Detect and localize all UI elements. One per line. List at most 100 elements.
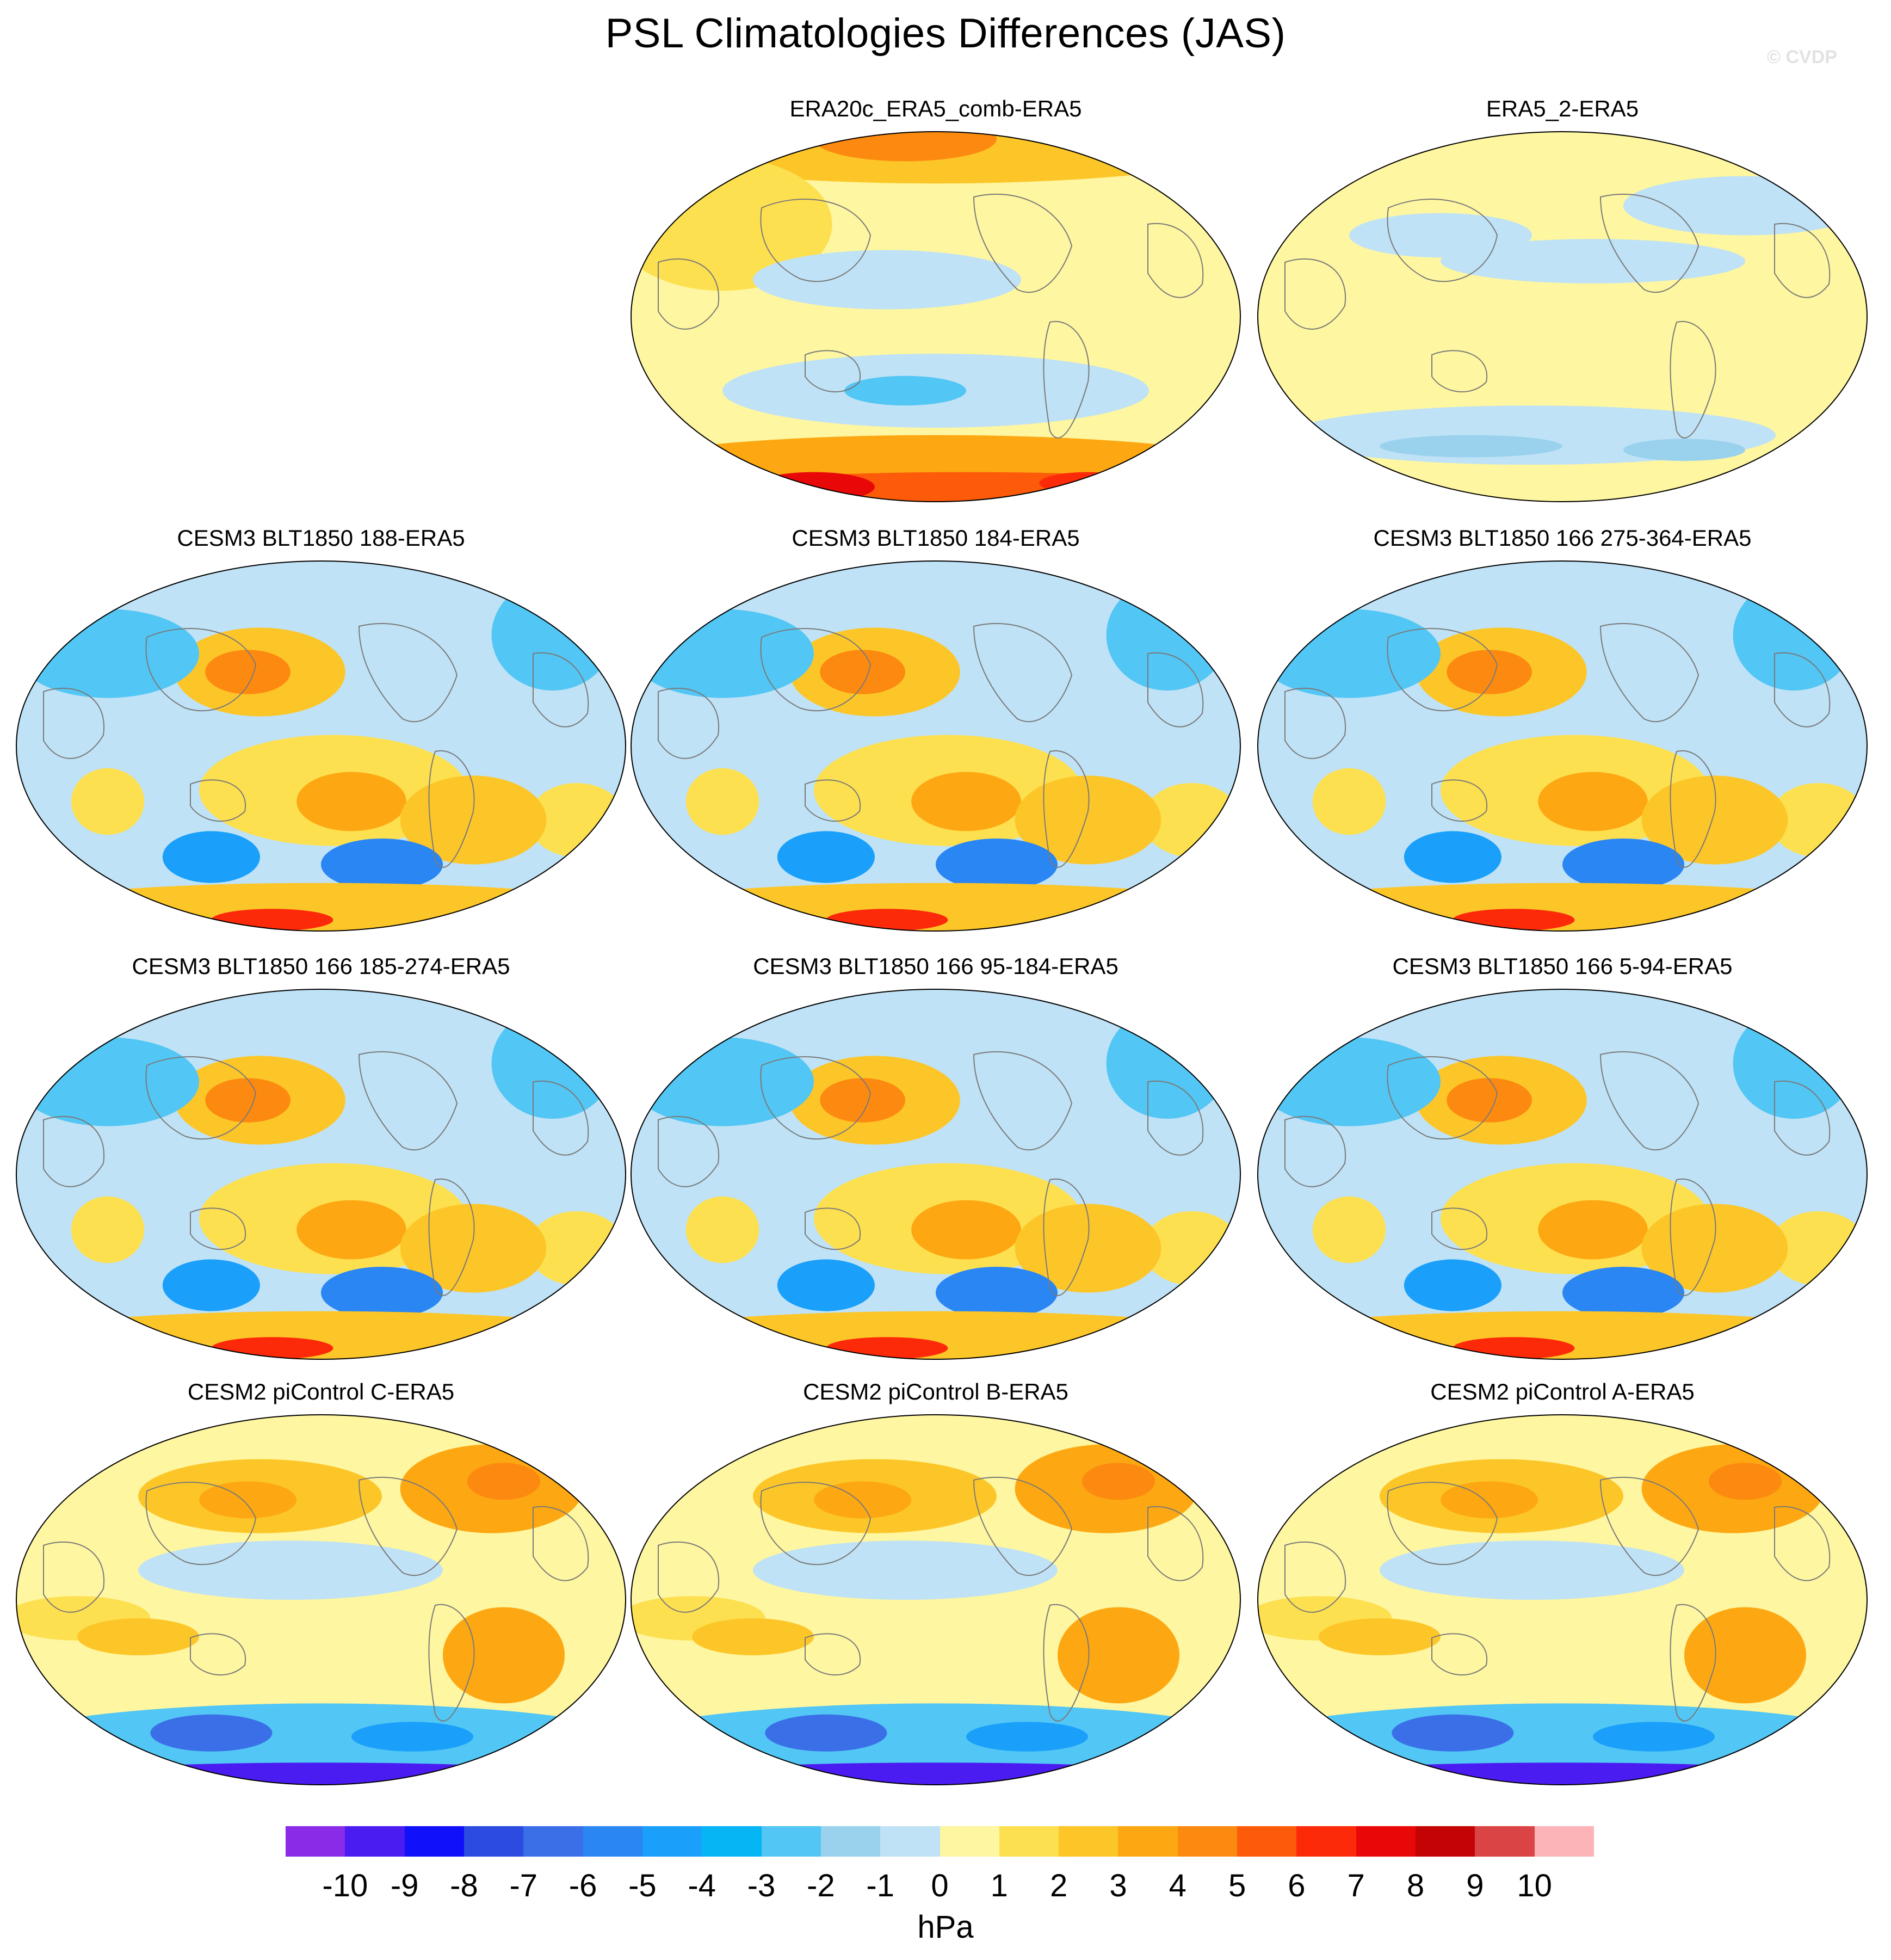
- contour-region: [1562, 1267, 1684, 1319]
- contour-region: [1404, 1259, 1501, 1311]
- contour-region: [1538, 1200, 1648, 1260]
- coastline: [1387, 628, 1498, 712]
- robinson-map: [16, 1414, 626, 1785]
- contour-region: [400, 1204, 547, 1293]
- colorbar-tick-label: -7: [509, 1868, 538, 1903]
- contour-region: [777, 831, 875, 883]
- contour-region: [1733, 1008, 1855, 1119]
- map-outline: [16, 560, 626, 932]
- contour-region: [16, 883, 626, 931]
- robinson-map: [16, 989, 626, 1360]
- panel-title: CESM3 BLT1850 166 95-184-ERA5: [753, 953, 1118, 979]
- coastline: [1043, 1604, 1090, 1722]
- coastline: [1387, 199, 1498, 282]
- coastline: [1147, 223, 1204, 298]
- robinson-map: [631, 1414, 1241, 1785]
- contour-region: [765, 1714, 887, 1752]
- contour-region: [631, 883, 1240, 931]
- colorbar-box: [286, 1826, 345, 1857]
- coastline: [1670, 1604, 1716, 1722]
- contour-region: [351, 1722, 473, 1752]
- contour-region: [16, 1037, 199, 1126]
- colorbar-tick-label: 1: [990, 1868, 1008, 1903]
- contour-region: [753, 250, 1021, 310]
- coastline: [428, 750, 475, 868]
- colorbar-tick-label: 9: [1466, 1868, 1484, 1903]
- map-panel-p1: ERA20c_ERA5_comb-ERA5: [626, 96, 1246, 509]
- coastline: [1387, 1056, 1498, 1140]
- contour-region: [1593, 1722, 1715, 1752]
- contour-region: [631, 609, 814, 698]
- colorbar-box: [642, 1826, 702, 1857]
- colorbar-box: [1534, 1826, 1595, 1857]
- contour-region: [296, 772, 406, 831]
- robinson-map: [1257, 131, 1868, 502]
- contour-region: [1708, 1463, 1782, 1500]
- contour-region: [1106, 1008, 1228, 1119]
- contour-region: [814, 1481, 912, 1519]
- colorbar-units: hPa: [917, 1909, 974, 1945]
- contour-region: [89, 1341, 187, 1359]
- contour-region: [704, 913, 802, 931]
- coastline: [1431, 350, 1488, 393]
- colorbar-tick-label: 4: [1169, 1868, 1186, 1903]
- coastline: [1147, 652, 1204, 728]
- colorbar-tick-label: -10: [322, 1868, 368, 1903]
- contour-region: [162, 1259, 260, 1311]
- colorbar-tick-label: -3: [747, 1868, 776, 1903]
- map-panel-p3: CESM3 BLT1850 188-ERA5: [11, 525, 631, 939]
- coastline: [805, 779, 861, 822]
- colorbar-box: [404, 1826, 465, 1857]
- contour-region: [296, 1200, 406, 1260]
- panel-title: CESM3 BLT1850 166 185-274-ERA5: [132, 953, 510, 979]
- contour-region: [1082, 1463, 1155, 1500]
- colorbar-box: [345, 1826, 405, 1857]
- map-panel-p11: CESM2 piControl A-ERA5: [1252, 1379, 1873, 1792]
- coastline: [145, 1056, 257, 1140]
- contour-region: [662, 1762, 1210, 1785]
- coastline: [1043, 750, 1090, 868]
- contour-region: [777, 1259, 875, 1311]
- contour-region: [1331, 1341, 1429, 1359]
- contour-region: [826, 1337, 948, 1359]
- contour-region: [1453, 909, 1575, 931]
- contour-region: [1312, 1196, 1386, 1263]
- coastline: [533, 1506, 589, 1581]
- coastline: [1284, 1115, 1346, 1187]
- colorbar-box: [1237, 1826, 1297, 1857]
- map-panel-p7: CESM3 BLT1850 166 95-184-ERA5: [626, 953, 1246, 1367]
- contour-region: [47, 1762, 595, 1785]
- panel-title: CESM3 BLT1850 184-ERA5: [792, 525, 1080, 551]
- colorbar-tick-label: 8: [1406, 1868, 1425, 1903]
- coastline: [760, 1056, 872, 1140]
- contour-region: [1441, 1481, 1538, 1519]
- contour-region: [138, 1540, 443, 1600]
- contour-region: [321, 1267, 443, 1319]
- coastline: [1431, 1633, 1488, 1676]
- map-panel-p9: CESM2 piControl C-ERA5: [11, 1379, 631, 1792]
- coastline: [760, 1482, 872, 1565]
- contour-region: [1258, 1037, 1441, 1126]
- contour-region: [205, 650, 291, 694]
- contour-region: [1641, 1204, 1788, 1293]
- colorbar-tick-label: -8: [450, 1868, 478, 1903]
- panel-title: CESM3 BLT1850 166 275-364-ERA5: [1373, 525, 1752, 551]
- colorbar-box: [523, 1826, 584, 1857]
- contour-region: [1641, 775, 1788, 865]
- contour-region: [443, 1607, 565, 1704]
- map-outline: [631, 131, 1241, 502]
- contour-region: [1380, 1540, 1684, 1600]
- colorbar-box: [761, 1826, 821, 1857]
- coastline: [1774, 1080, 1831, 1156]
- coastline: [973, 622, 1073, 723]
- contour-region: [211, 909, 333, 931]
- contour-region: [321, 839, 443, 891]
- coastline: [805, 1633, 861, 1676]
- colorbar-box: [1356, 1826, 1416, 1857]
- coastline: [145, 1482, 257, 1565]
- contour-region: [753, 1540, 1058, 1600]
- contour-region: [1331, 913, 1429, 931]
- map-panel-p6: CESM3 BLT1850 166 185-274-ERA5: [11, 953, 631, 1367]
- coastline: [973, 193, 1073, 293]
- panel-title: CESM3 BLT1850 188-ERA5: [177, 525, 465, 551]
